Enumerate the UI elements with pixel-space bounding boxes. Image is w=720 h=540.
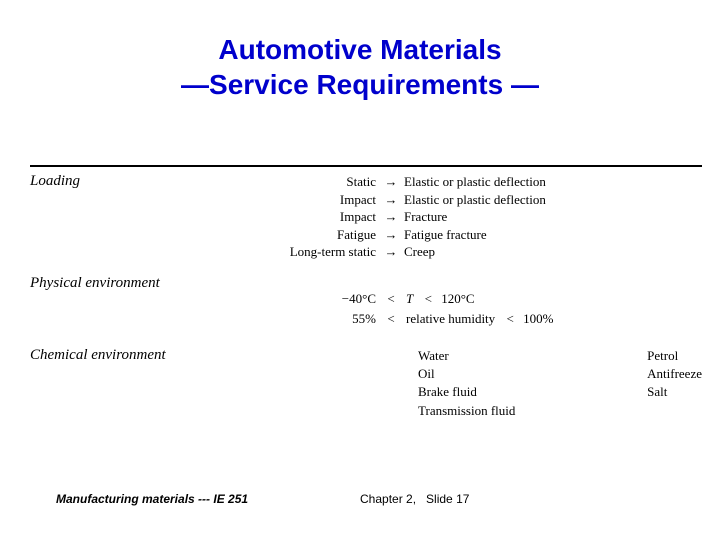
phys-mid: relative humidity bbox=[400, 309, 501, 329]
loading-header: Loading bbox=[30, 173, 80, 190]
loading-right: Creep bbox=[400, 243, 702, 261]
footer-chapter: Chapter 2, bbox=[360, 492, 426, 506]
chemical-col-2: Petrol Antifreeze Salt bbox=[647, 347, 702, 402]
lt-icon: < bbox=[501, 309, 519, 329]
loading-right: Elastic or plastic deflection bbox=[400, 173, 702, 191]
lt-icon: < bbox=[382, 289, 400, 309]
chemical-header: Chemical environment bbox=[30, 347, 166, 364]
lt-icon: < bbox=[419, 289, 437, 309]
loading-row: Static → Elastic or plastic deflection bbox=[30, 173, 702, 191]
chem-item: Transmission fluid bbox=[418, 402, 515, 420]
arrow-icon: → bbox=[382, 208, 400, 226]
title-line-1: Automotive Materials bbox=[0, 32, 720, 67]
loading-right: Fatigue fracture bbox=[400, 226, 702, 244]
arrow-icon: → bbox=[382, 173, 400, 191]
loading-section: Loading Static → Elastic or plastic defl… bbox=[30, 173, 702, 265]
loading-rows: Static → Elastic or plastic deflection I… bbox=[30, 173, 702, 261]
footer-slide-number: Slide 17 bbox=[426, 492, 469, 506]
loading-left: Impact bbox=[30, 191, 382, 209]
phys-right: 100% bbox=[519, 309, 553, 329]
arrow-icon: → bbox=[382, 243, 400, 261]
arrow-icon: → bbox=[382, 226, 400, 244]
phys-left: 55% bbox=[30, 309, 382, 329]
loading-row: Fatigue → Fatigue fracture bbox=[30, 226, 702, 244]
content-area: Loading Static → Elastic or plastic defl… bbox=[30, 165, 702, 437]
loading-right: Fracture bbox=[400, 208, 702, 226]
loading-left: Long-term static bbox=[30, 243, 382, 261]
physical-section: Physical environment −40°C < T < 120°C 5… bbox=[30, 275, 702, 337]
arrow-icon: → bbox=[382, 191, 400, 209]
title-line-2: —Service Requirements — bbox=[0, 67, 720, 102]
chem-item: Antifreeze bbox=[647, 365, 702, 383]
lt-icon: < bbox=[382, 309, 400, 329]
chemical-col-1: Water Oil Brake fluid Transmission fluid bbox=[418, 347, 515, 420]
loading-left: Impact bbox=[30, 208, 382, 226]
loading-right: Elastic or plastic deflection bbox=[400, 191, 702, 209]
chem-item: Oil bbox=[418, 365, 515, 383]
phys-mid: T bbox=[400, 289, 419, 309]
chemical-section: Chemical environment Water Oil Brake flu… bbox=[30, 347, 702, 427]
loading-left: Fatigue bbox=[30, 226, 382, 244]
chem-item: Salt bbox=[647, 383, 702, 401]
physical-row: 55% < relative humidity < 100% bbox=[30, 309, 702, 329]
loading-row: Impact → Fracture bbox=[30, 208, 702, 226]
slide-footer: Manufacturing materials --- IE 251 Chapt… bbox=[0, 492, 720, 506]
physical-header: Physical environment bbox=[30, 275, 160, 292]
loading-left: Static bbox=[30, 173, 382, 191]
chem-item: Petrol bbox=[647, 347, 702, 365]
footer-course: Manufacturing materials --- IE 251 bbox=[0, 492, 360, 506]
phys-right: 120°C bbox=[437, 289, 474, 309]
chem-item: Brake fluid bbox=[418, 383, 515, 401]
chem-item: Water bbox=[418, 347, 515, 365]
loading-row: Long-term static → Creep bbox=[30, 243, 702, 261]
slide-title: Automotive Materials —Service Requiremen… bbox=[0, 0, 720, 102]
loading-row: Impact → Elastic or plastic deflection bbox=[30, 191, 702, 209]
